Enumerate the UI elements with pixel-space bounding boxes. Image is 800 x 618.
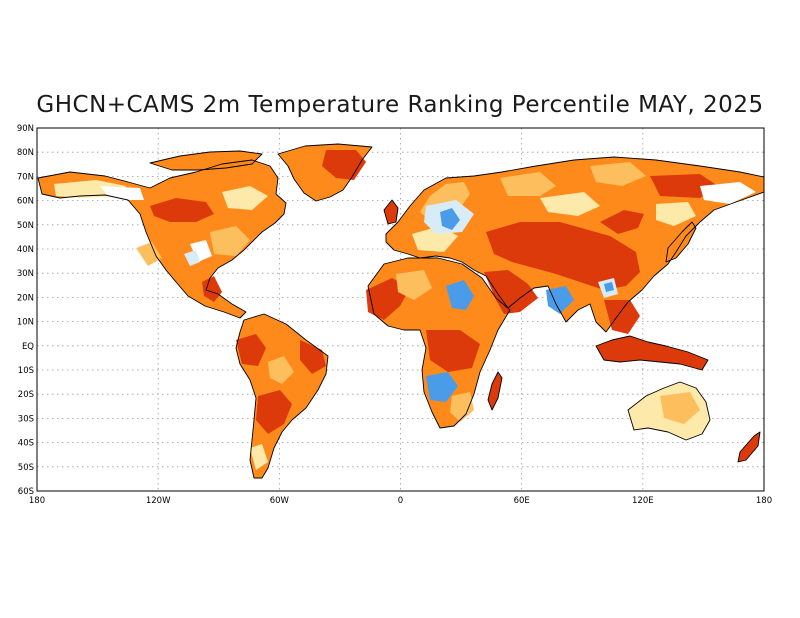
lat-tick-label: 30S [18,414,34,424]
lon-tick-label: 60W [270,496,290,506]
japan-land [666,222,696,262]
lat-tick-label: 60N [17,197,34,207]
plot-frame [36,127,765,492]
coastlines [37,143,764,479]
new-zealand-land [738,432,760,462]
slightly-above-patches [136,162,700,424]
lon-tick-label: 120E [632,496,654,506]
lat-tick-label: 50N [17,221,34,231]
lat-tick-label: 30N [17,269,34,279]
lon-tick-label: 60E [514,496,530,506]
much-above-patches [150,150,718,434]
lat-tick-label: 20N [17,293,34,303]
lat-tick-label: 20S [18,390,34,400]
lon-tick-label: 180 [756,496,772,506]
lat-tick-label: 40S [18,439,34,449]
land-fill [38,144,764,478]
longitude-tick-labels: 180 120W 60W 0 60E 120E 180 [29,496,772,506]
lat-tick-label: 80N [17,148,34,158]
lat-tick-label: 10S [18,366,34,376]
lat-tick-label: 40N [17,245,34,255]
lon-tick-label: 120W [146,496,171,506]
lat-tick-label: 90N [17,124,34,134]
arctic-islands-land [150,151,262,170]
arabia-land [484,270,538,314]
map-title: GHCN+CAMS 2m Temperature Ranking Percent… [36,92,764,118]
white-patches [100,182,756,262]
lat-tick-label: 50S [18,463,34,473]
lon-tick-label: 180 [29,496,45,506]
north-america-land [38,160,286,318]
lat-tick-label: EQ [22,342,34,352]
lat-tick-label: 70N [17,172,34,182]
lon-tick-label: 0 [398,496,403,506]
madagascar-land [488,372,502,410]
latitude-tick-labels: 90N 80N 70N 60N 50N 40N 30N 20N 10N EQ 10S 20S 30S 40… [17,124,34,497]
lat-tick-label: 10N [17,318,34,328]
below-normal-patches [426,208,614,402]
lat-tick-label: 60S [18,487,34,497]
